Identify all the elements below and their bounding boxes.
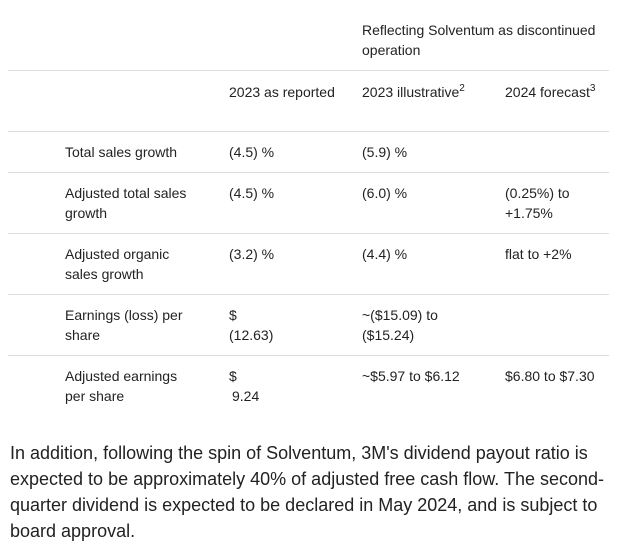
row-divider — [8, 172, 609, 173]
currency-symbol: $ — [229, 307, 237, 323]
dividend-paragraph: In addition, following the spin of Solve… — [10, 443, 605, 541]
cell-value: (4.5) % — [229, 144, 275, 160]
header-divider — [8, 70, 609, 71]
cell-value: (0.25%) to +1.75% — [505, 185, 570, 221]
row-label: Total sales growth — [65, 144, 178, 160]
col-header-2023-reported: 2023 as reported — [229, 84, 335, 100]
row-label: Adjusted total sales growth — [65, 185, 187, 221]
col-header-2024-forecast: 2024 forecast3 — [505, 83, 596, 101]
group-header: Reflecting Solventum as discontinued ope… — [362, 22, 596, 58]
cell-value: $ (12.63) — [229, 305, 339, 345]
currency-symbol: $ — [229, 368, 237, 384]
row-label: Earnings (loss) per share — [65, 307, 183, 343]
footnote-marker: 2 — [459, 83, 465, 94]
cell-value: $ 9.24 — [229, 366, 339, 406]
row-divider — [8, 355, 609, 356]
cell-value: (3.2) % — [229, 246, 275, 262]
col-header-2023-illustrative: 2023 illustrative2 — [362, 83, 465, 101]
amount: 9.24 — [232, 388, 260, 404]
row-label: Adjusted organic sales growth — [65, 246, 170, 282]
amount: (12.63) — [229, 327, 274, 343]
cell-value: (6.0) % — [362, 185, 408, 201]
cell-value: ~$5.97 to $6.12 — [362, 368, 460, 384]
footnote-marker: 3 — [589, 83, 596, 94]
row-divider — [8, 294, 609, 295]
row-divider — [8, 233, 609, 234]
cell-value: (5.9) % — [362, 144, 408, 160]
row-label: Adjusted earnings per share — [65, 368, 178, 404]
cell-value: flat to +2% — [505, 246, 572, 262]
cell-value: (4.4) % — [362, 246, 408, 262]
cell-value: (4.5) % — [229, 185, 275, 201]
row-divider — [8, 131, 609, 132]
cell-value: ~($15.09) to ($15.24) — [362, 307, 438, 343]
cell-value: $6.80 to $7.30 — [505, 368, 595, 384]
